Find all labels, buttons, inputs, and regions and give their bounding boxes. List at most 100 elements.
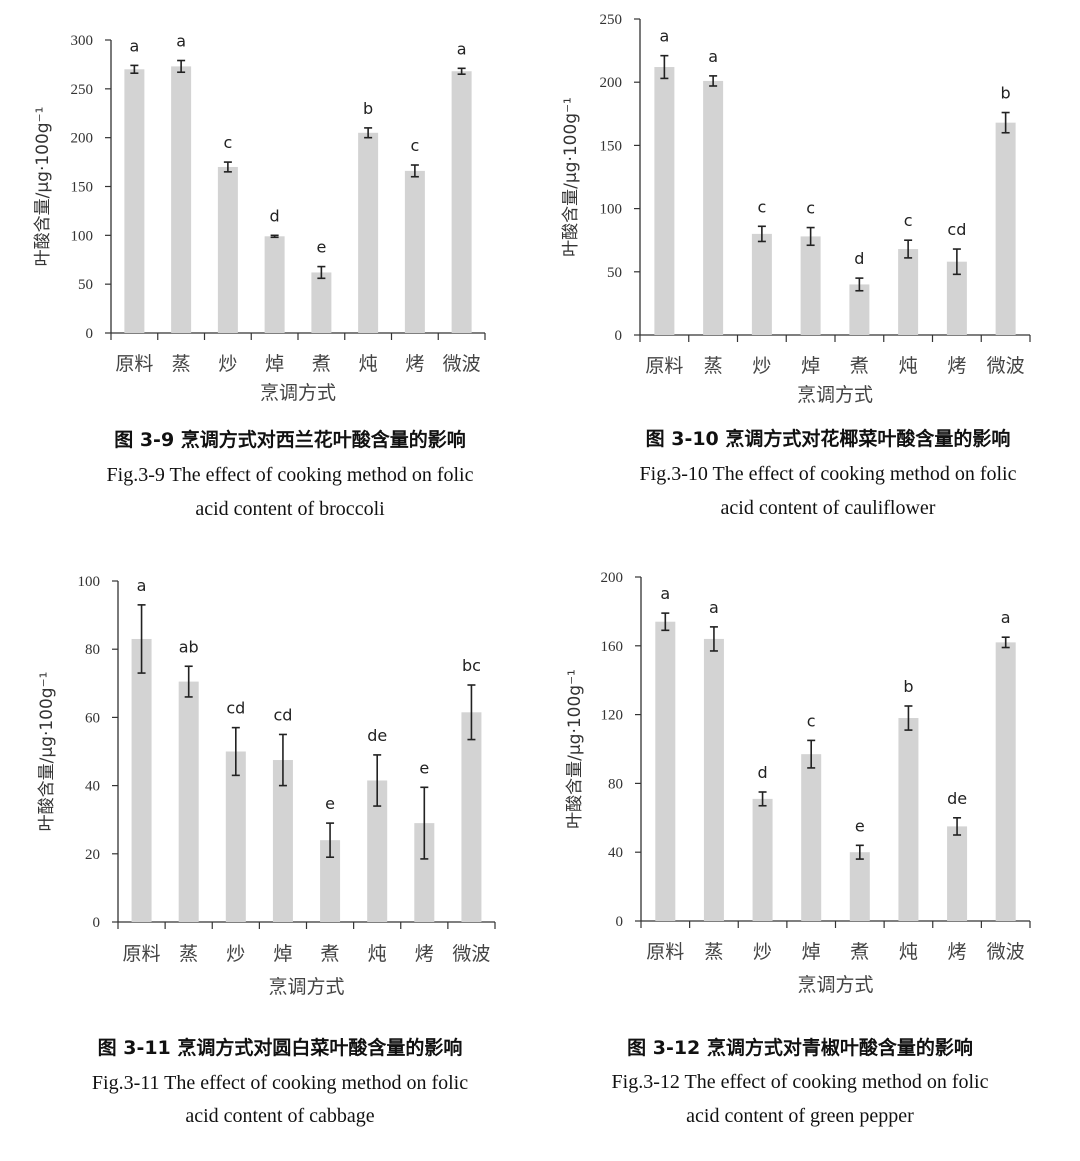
bar bbox=[703, 80, 724, 335]
bar bbox=[849, 284, 870, 335]
bar bbox=[800, 236, 821, 335]
bar bbox=[414, 823, 435, 922]
significance-label: b bbox=[363, 99, 373, 118]
bar bbox=[898, 718, 919, 921]
y-tick-label: 40 bbox=[608, 845, 623, 861]
y-tick-label: 0 bbox=[93, 915, 101, 931]
x-axis-title: 烹调方式 bbox=[797, 974, 873, 996]
significance-label: c bbox=[223, 133, 232, 152]
y-tick-label: 160 bbox=[601, 639, 624, 655]
y-tick-label: 200 bbox=[601, 570, 624, 586]
caption-english-line2: acid content of cauliflower bbox=[721, 497, 936, 519]
x-axis-title: 烹调方式 bbox=[268, 976, 344, 998]
x-tick-label: 焯 bbox=[273, 943, 292, 965]
significance-label: a bbox=[709, 598, 719, 617]
x-tick-label: 蒸 bbox=[179, 943, 198, 965]
caption-english-line1: Fig.3-10 The effect of cooking method on… bbox=[640, 463, 1017, 485]
caption-english-line1: Fig.3-12 The effect of cooking method on… bbox=[612, 1071, 989, 1093]
y-tick-label: 0 bbox=[616, 914, 624, 930]
bar bbox=[752, 798, 773, 921]
caption-english-line1: Fig.3-11 The effect of cooking method on… bbox=[92, 1072, 468, 1094]
x-tick-label: 原料 bbox=[115, 353, 153, 375]
y-tick-label: 60 bbox=[85, 710, 100, 726]
significance-label: de bbox=[947, 789, 967, 808]
significance-label: b bbox=[903, 677, 913, 696]
x-tick-label: 原料 bbox=[645, 355, 683, 377]
bar bbox=[320, 840, 341, 922]
bar bbox=[654, 67, 675, 336]
bar bbox=[995, 122, 1016, 335]
bar bbox=[995, 642, 1016, 921]
bar bbox=[946, 261, 967, 335]
significance-label: a bbox=[176, 32, 186, 51]
x-axis-title: 烹调方式 bbox=[260, 382, 336, 404]
x-tick-label: 炒 bbox=[226, 943, 245, 965]
significance-label: a bbox=[457, 39, 467, 58]
x-tick-label: 焯 bbox=[802, 941, 821, 963]
caption-chinese: 图 3-9 烹调方式对西兰花叶酸含量的影响 bbox=[114, 428, 466, 451]
caption-english-line2: acid content of broccoli bbox=[195, 498, 385, 520]
significance-label: bc bbox=[462, 656, 481, 675]
bar bbox=[264, 236, 285, 333]
significance-label: c bbox=[807, 711, 816, 730]
y-tick-label: 100 bbox=[78, 574, 101, 590]
y-tick-label: 150 bbox=[71, 180, 94, 196]
y-tick-label: 200 bbox=[71, 131, 94, 147]
bar bbox=[367, 780, 388, 922]
x-tick-label: 炒 bbox=[218, 353, 237, 375]
significance-label: a bbox=[708, 47, 718, 66]
x-tick-label: 微波 bbox=[443, 353, 481, 375]
x-tick-label: 烤 bbox=[405, 353, 424, 375]
bar bbox=[178, 681, 199, 922]
y-tick-label: 80 bbox=[85, 642, 100, 658]
chart-1: 0 50 100 150 200 250 300 a 原料 a 蒸 c 炒 d 焯 e 煮 b 炖 c 烤 a 微波烹调方式… bbox=[33, 32, 486, 520]
significance-label: a bbox=[1001, 608, 1011, 627]
bar bbox=[655, 621, 676, 921]
x-tick-label: 蒸 bbox=[704, 355, 723, 377]
significance-label: c bbox=[410, 136, 419, 155]
significance-label: b bbox=[1001, 84, 1011, 103]
bar bbox=[272, 760, 293, 922]
bar bbox=[849, 852, 870, 921]
y-tick-label: 80 bbox=[608, 776, 623, 792]
x-tick-label: 炖 bbox=[899, 355, 918, 377]
y-tick-label: 0 bbox=[615, 328, 623, 344]
bar bbox=[217, 166, 238, 333]
significance-label: c bbox=[904, 211, 913, 230]
x-tick-label: 炖 bbox=[368, 943, 387, 965]
bar bbox=[124, 69, 145, 334]
x-tick-label: 烤 bbox=[947, 355, 966, 377]
y-tick-label: 40 bbox=[85, 779, 100, 795]
bar bbox=[131, 638, 152, 922]
x-tick-label: 炖 bbox=[359, 353, 378, 375]
y-tick-label: 120 bbox=[601, 708, 624, 724]
x-axis-title: 烹调方式 bbox=[797, 384, 873, 406]
y-tick-label: 200 bbox=[600, 75, 623, 91]
y-tick-label: 20 bbox=[85, 847, 100, 863]
bar bbox=[225, 751, 246, 922]
y-axis-title: 叶酸含量/μg·100g⁻¹ bbox=[37, 672, 57, 832]
bar bbox=[801, 754, 822, 921]
x-tick-label: 蒸 bbox=[172, 353, 191, 375]
significance-label: a bbox=[137, 576, 147, 595]
caption-english-line2: acid content of green pepper bbox=[686, 1105, 914, 1127]
y-axis-title: 叶酸含量/μg·100g⁻¹ bbox=[565, 669, 585, 829]
y-tick-label: 50 bbox=[607, 265, 622, 281]
significance-label: e bbox=[855, 816, 865, 835]
x-tick-label: 原料 bbox=[646, 941, 684, 963]
significance-label: e bbox=[419, 758, 429, 777]
significance-label: cd bbox=[226, 699, 245, 718]
bar bbox=[898, 249, 919, 335]
bar bbox=[404, 170, 425, 333]
x-tick-label: 炖 bbox=[899, 941, 918, 963]
significance-label: cd bbox=[273, 705, 292, 724]
y-axis-title: 叶酸含量/μg·100g⁻¹ bbox=[33, 107, 53, 267]
significance-label: c bbox=[757, 197, 766, 216]
significance-label: c bbox=[806, 199, 815, 218]
x-tick-label: 烤 bbox=[948, 941, 967, 963]
significance-label: de bbox=[367, 726, 387, 745]
